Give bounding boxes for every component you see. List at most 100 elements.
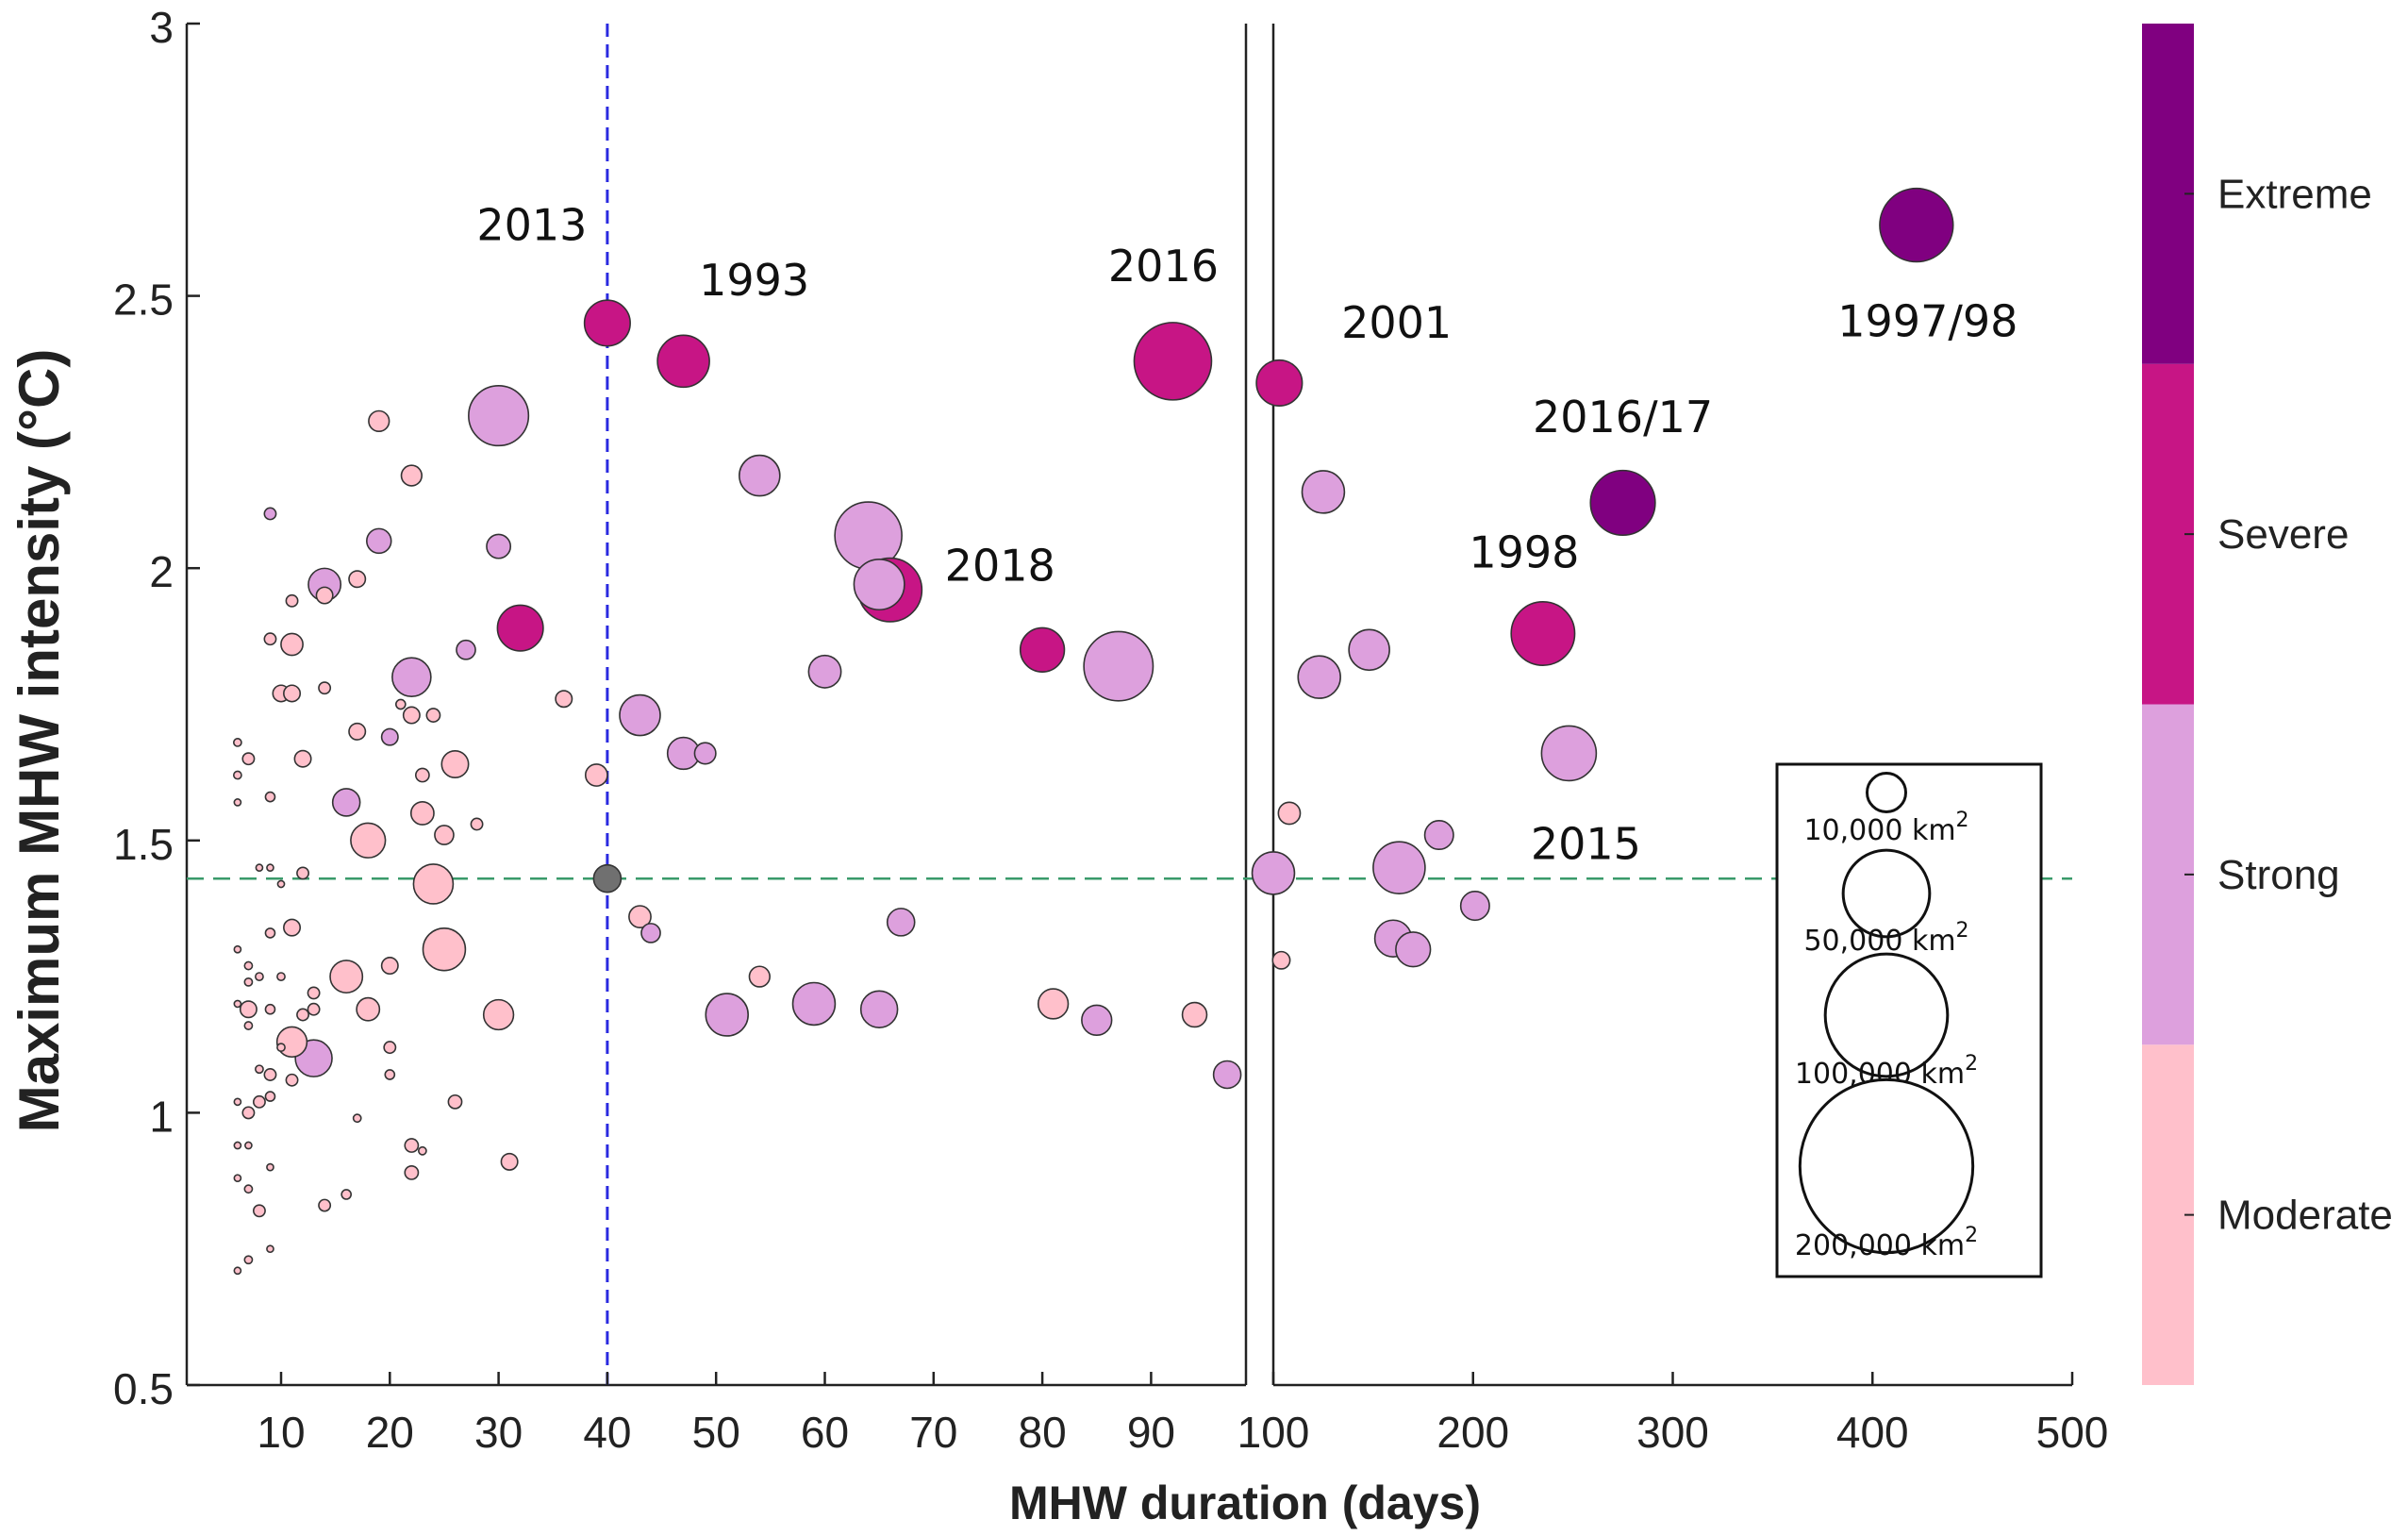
point-moderate <box>395 698 407 710</box>
point-moderate <box>263 632 277 646</box>
point-extreme <box>1879 187 1954 263</box>
point-severe <box>1510 600 1576 666</box>
point-moderate <box>264 791 276 803</box>
point-severe <box>496 604 544 652</box>
size-legend-exponent: 2 <box>1956 809 1969 832</box>
point-moderate <box>315 586 334 605</box>
x-tick-label: 70 <box>909 1408 957 1457</box>
colorbar-label: Extreme <box>2217 171 2372 217</box>
point-moderate <box>447 1094 463 1110</box>
point-highlighted <box>592 863 623 893</box>
point-moderate <box>404 1138 420 1153</box>
point-moderate <box>232 770 242 780</box>
point-moderate <box>350 822 387 859</box>
point-strong <box>486 533 512 559</box>
point-moderate <box>283 918 302 937</box>
point-moderate <box>252 1204 266 1218</box>
point-moderate <box>264 1003 276 1015</box>
point-moderate <box>233 1097 242 1107</box>
colorbar-label: Strong <box>2217 852 2340 898</box>
point-strong <box>1423 820 1454 851</box>
point-moderate <box>422 927 467 972</box>
x-tick-label: 400 <box>1836 1408 1909 1457</box>
point-strong <box>1081 1004 1113 1036</box>
size-legend-exponent: 2 <box>1965 1224 1978 1247</box>
y-tick-label: 1 <box>149 1092 174 1141</box>
point-moderate <box>434 825 455 845</box>
colorbar-label: Moderate <box>2217 1193 2393 1239</box>
point-strong <box>456 639 476 660</box>
point-moderate <box>380 957 399 976</box>
point-strong <box>1297 655 1341 699</box>
point-strong <box>791 981 837 1027</box>
point-moderate <box>384 1069 396 1080</box>
size-legend-label: 10,000 km2 <box>1803 809 1968 847</box>
point-moderate <box>276 879 286 889</box>
point-moderate <box>296 1008 310 1022</box>
point-moderate <box>266 1244 274 1254</box>
point-strong <box>739 454 781 497</box>
size-legend-label: 50,000 km2 <box>1803 919 1968 958</box>
point-moderate <box>264 927 276 939</box>
point-strong <box>1348 628 1390 672</box>
point-moderate <box>1277 801 1302 826</box>
year-annotations: 2013 1993 2016 2001 2018 2016/17 1998 1997/98 20… <box>476 199 2018 869</box>
point-moderate <box>233 1141 242 1150</box>
y-axis-title: Maximum MHW intensity (°C) <box>8 349 71 1133</box>
point-moderate <box>233 944 242 954</box>
point-moderate <box>1037 988 1070 1020</box>
point-strong <box>807 654 842 689</box>
x-axis-title: MHW duration (days) <box>1009 1477 1481 1529</box>
point-moderate <box>482 998 515 1031</box>
point-moderate <box>318 681 332 695</box>
point-moderate <box>409 801 435 826</box>
point-moderate <box>1181 1001 1208 1028</box>
point-moderate <box>440 749 470 778</box>
point-moderate <box>318 1198 332 1212</box>
point-moderate <box>329 960 364 994</box>
point-moderate <box>368 409 390 433</box>
point-moderate <box>244 1141 253 1150</box>
point-moderate <box>276 1043 286 1053</box>
size-legend-exponent: 2 <box>1956 919 1969 943</box>
point-moderate <box>266 863 274 873</box>
point-strong <box>1540 725 1598 782</box>
point-moderate <box>243 1184 254 1194</box>
point-strong <box>619 693 661 737</box>
point-strong <box>886 908 916 937</box>
point-severe <box>583 299 631 347</box>
point-moderate <box>628 905 652 929</box>
point-moderate <box>356 996 381 1022</box>
point-moderate <box>266 1162 274 1172</box>
size-legend-label: 200,000 km2 <box>1795 1224 1978 1262</box>
point-moderate <box>307 1002 321 1016</box>
point-strong <box>331 788 361 817</box>
point-strong <box>1083 630 1154 702</box>
y-tick-label: 1.5 <box>113 820 174 869</box>
point-moderate <box>280 632 304 657</box>
axis-ticks: 0.5 1 1.5 2 2.5 3 10 20 30 40 50 60 70 80 90 100 200 300 4… <box>113 3 2108 1457</box>
year-label: 2013 <box>476 199 587 250</box>
point-moderate <box>255 1064 264 1075</box>
x-tick-label: 30 <box>474 1408 523 1457</box>
point-strong <box>263 507 277 521</box>
point-moderate <box>402 706 421 725</box>
x-tick-label: 40 <box>583 1408 631 1457</box>
data-points <box>232 187 1954 1276</box>
x-tick-label: 200 <box>1436 1408 1509 1457</box>
point-extreme <box>1589 469 1656 537</box>
point-strong <box>468 385 530 447</box>
point-moderate <box>285 593 299 608</box>
y-tick-label: 2.5 <box>113 275 174 325</box>
point-moderate <box>243 977 254 987</box>
point-moderate <box>275 1026 308 1059</box>
x-tick-label: 90 <box>1127 1408 1175 1457</box>
point-moderate <box>500 1152 519 1171</box>
year-label: 2015 <box>1531 818 1641 869</box>
point-moderate <box>255 972 264 981</box>
size-legend-circle <box>1798 1077 1975 1255</box>
x-tick-label: 100 <box>1237 1408 1310 1457</box>
y-tick-label: 3 <box>149 3 174 52</box>
